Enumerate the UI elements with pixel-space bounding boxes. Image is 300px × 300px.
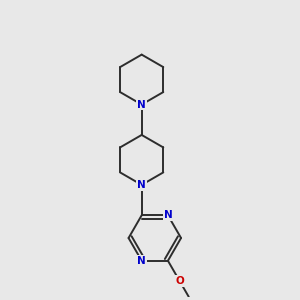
Text: O: O — [175, 276, 184, 286]
Text: N: N — [164, 210, 172, 220]
Text: N: N — [137, 256, 146, 266]
Text: N: N — [137, 100, 146, 110]
Text: N: N — [137, 180, 146, 190]
